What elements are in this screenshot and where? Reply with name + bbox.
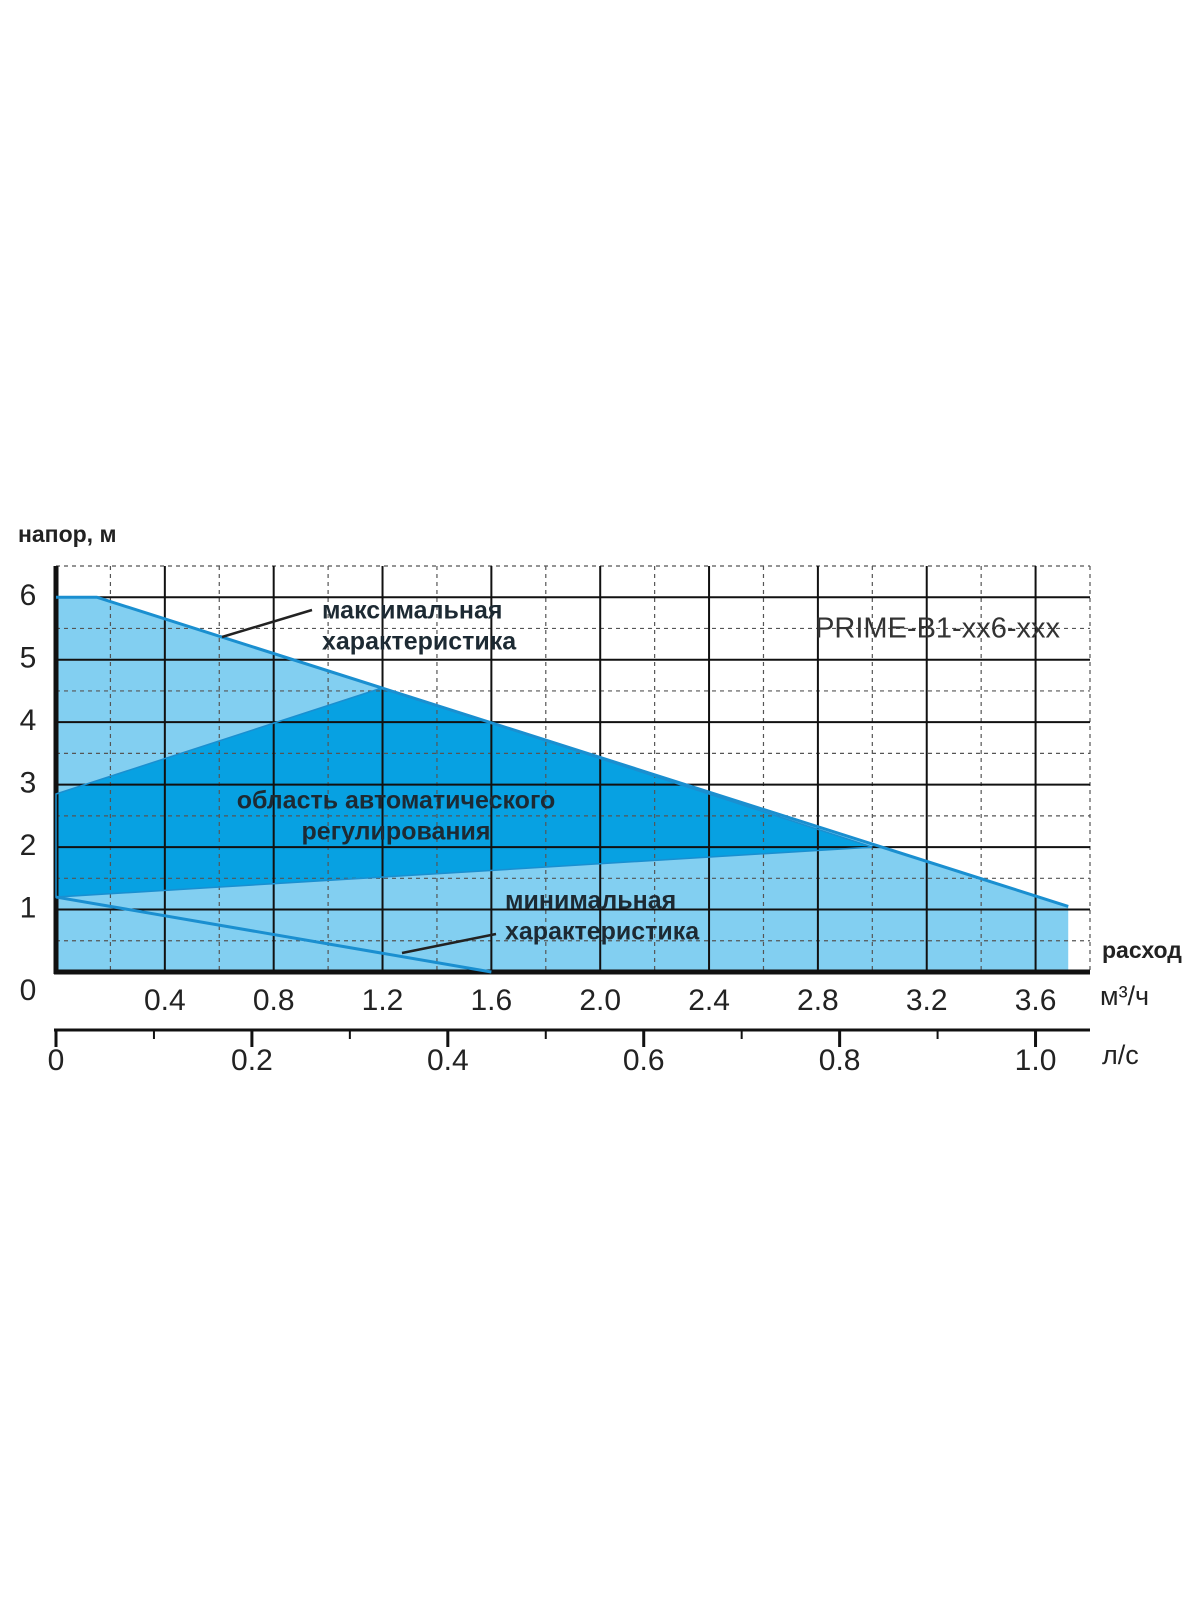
x-tick-label: 1.2 <box>362 984 404 1017</box>
x2-axis-unit: л/с <box>1102 1040 1139 1070</box>
y-tick-label: 2 <box>20 829 37 862</box>
x2-tick-label: 0 <box>48 1044 65 1077</box>
leader-line <box>401 932 497 955</box>
annotation: максимальная <box>322 597 502 625</box>
y-tick-label: 3 <box>20 767 37 800</box>
curves <box>55 595 1069 974</box>
y-axis-label: напор, м <box>18 521 116 547</box>
curve-line <box>55 895 492 974</box>
x-tick-label: 2.4 <box>688 984 730 1017</box>
x2-tick-label: 1.0 <box>1015 1044 1057 1077</box>
x-tick-label: 2.8 <box>797 984 839 1017</box>
x-axis-label: расход <box>1102 937 1182 963</box>
annotation: регулирования <box>302 818 491 846</box>
grid <box>53 565 1091 975</box>
curve-line <box>56 595 1069 908</box>
labels: напор, м расход м³/ч л/с PRIME-B1-xx6-xx… <box>18 521 1182 1077</box>
leader-line <box>221 608 313 639</box>
annotation: характеристика <box>505 918 700 946</box>
region-outline <box>55 687 873 898</box>
x2-tick-label: 0.4 <box>427 1044 469 1077</box>
x-tick-label: 2.0 <box>579 984 621 1017</box>
x2-tick-label: 0.8 <box>819 1044 861 1077</box>
x-tick-label: 0.4 <box>144 984 186 1017</box>
y-tick-label: 6 <box>20 579 37 612</box>
x-axis-unit: м³/ч <box>1100 981 1149 1011</box>
x-tick-label: 3.2 <box>906 984 948 1017</box>
x2-tick-label: 0.2 <box>231 1044 273 1077</box>
annotation: область автоматического <box>237 787 556 815</box>
region-fill <box>56 687 873 898</box>
model-label: PRIME-B1-xx6-xxx <box>815 613 1060 645</box>
y-tick-label: 0 <box>20 974 37 1007</box>
annotation: минимальная <box>505 887 676 915</box>
x2-tick-label: 0.6 <box>623 1044 665 1077</box>
y-tick-label: 4 <box>20 704 37 737</box>
annotation: характеристика <box>322 628 517 656</box>
y-tick-label: 1 <box>20 891 37 924</box>
x-tick-label: 0.8 <box>253 984 295 1017</box>
x-tick-label: 1.6 <box>471 984 513 1017</box>
x-tick-label: 3.6 <box>1015 984 1057 1017</box>
y-tick-label: 5 <box>20 642 37 675</box>
